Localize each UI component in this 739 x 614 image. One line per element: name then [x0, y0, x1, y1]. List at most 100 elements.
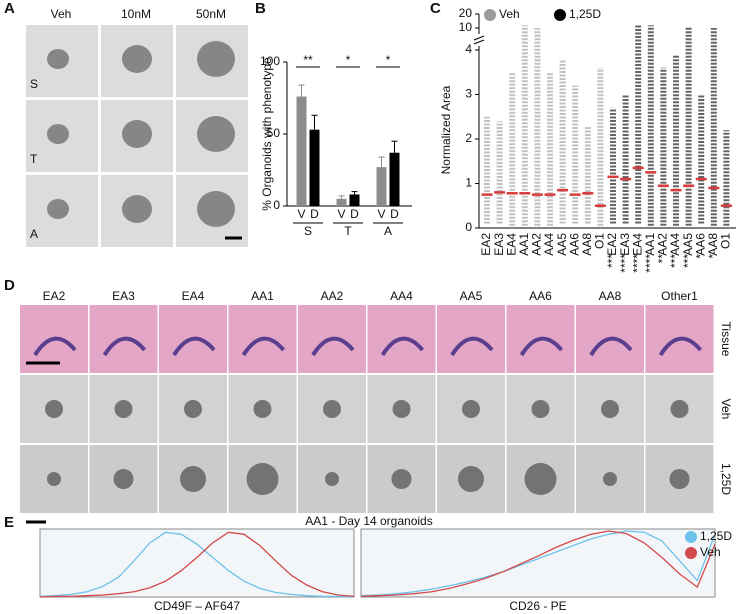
x-axis-label: CD26 - PE [509, 599, 566, 613]
tissue-lumen [450, 336, 494, 357]
y-tick-label: 4 [465, 42, 472, 56]
y-tick-label: 2 [465, 131, 472, 145]
organoid [122, 120, 152, 148]
tissue-lumen [380, 336, 425, 357]
series-label: V [297, 207, 305, 221]
y-tick-label: 100 [260, 54, 280, 68]
y-tick-label: 3 [465, 87, 472, 101]
y-tick-upper-label: 20 [459, 6, 473, 20]
significance-label: **** [618, 254, 632, 273]
row-label: S [30, 77, 38, 91]
legend-label: 1,25D [569, 7, 601, 21]
x-tick-label: S [304, 224, 312, 238]
x-tick-label: AA4 [542, 233, 556, 256]
organoid [122, 195, 152, 223]
panel-label: B [255, 0, 266, 17]
row-label: Veh [719, 399, 733, 420]
y-tick-label: 1 [465, 176, 472, 190]
organoid [47, 199, 69, 219]
bar [336, 198, 347, 206]
chart-title: AA1 - Day 14 organoids [305, 514, 432, 528]
significance-label: * [706, 254, 720, 259]
column-label: AA5 [460, 289, 483, 303]
significance-label: * [346, 53, 351, 67]
tissue-lumen [519, 336, 564, 357]
organoid [45, 400, 63, 418]
column-label: EA2 [43, 289, 66, 303]
series-label: D [350, 207, 359, 221]
x-tick-label: EA2 [605, 233, 619, 256]
column-label: EA3 [112, 289, 135, 303]
significance-label: * [693, 254, 707, 259]
x-tick-label: AA1 [643, 233, 657, 256]
significance-label: ** [656, 254, 670, 264]
organoid [47, 49, 69, 69]
legend-label: 1,25D [700, 529, 732, 543]
y-tick-label: 0 [273, 198, 280, 212]
organoid [122, 45, 152, 73]
tissue-lumen [311, 336, 355, 357]
series-label: V [337, 207, 345, 221]
organoid [669, 469, 690, 489]
row-label: T [30, 152, 38, 166]
column-label: AA8 [599, 289, 622, 303]
x-tick-label: AA5 [681, 233, 695, 256]
column-label: Veh [51, 7, 72, 21]
bar [349, 194, 360, 206]
legend-marker [685, 547, 697, 559]
x-tick-label: A [384, 224, 392, 238]
x-tick-label: AA8 [580, 233, 594, 256]
x-tick-label: AA1 [517, 233, 531, 256]
organoid [184, 400, 202, 418]
column-label: Other1 [661, 289, 698, 303]
histogram-curve [360, 530, 716, 597]
organoid [47, 472, 61, 486]
column-label: 10nM [121, 7, 151, 21]
organoid [197, 41, 235, 77]
organoid [113, 469, 134, 489]
organoid [391, 469, 412, 489]
bar [389, 152, 400, 206]
organoid [323, 400, 341, 418]
legend-label: Veh [499, 7, 520, 21]
significance-label: *** [681, 254, 695, 268]
x-tick-label: EA4 [504, 233, 518, 256]
column-label: AA2 [321, 289, 344, 303]
significance-label: **** [630, 254, 644, 273]
x-tick-label: EA2 [479, 233, 493, 256]
x-tick-label: AA2 [530, 233, 544, 256]
panel-label: A [4, 0, 15, 17]
plot-frame [39, 528, 355, 598]
plot-frame [360, 528, 716, 598]
series-label: D [390, 207, 399, 221]
organoid [246, 463, 279, 495]
organoid [458, 466, 484, 492]
column-label: AA6 [529, 289, 552, 303]
y-tick-label: 50 [267, 126, 281, 140]
x-tick-label: AA2 [656, 233, 670, 256]
x-tick-label: EA3 [492, 233, 506, 256]
series-label: V [377, 207, 385, 221]
legend-marker [685, 531, 697, 543]
legend-label: Veh [700, 545, 721, 559]
organoid [601, 400, 619, 418]
y-axis-label: % Organoids with phenotype [260, 57, 274, 211]
histogram-curve [39, 531, 355, 598]
tissue-lumen [102, 336, 147, 357]
y-tick-upper-label: 10 [459, 20, 473, 34]
x-tick-label: O1 [593, 233, 607, 249]
organoid [670, 400, 689, 418]
panel-label: C [430, 0, 441, 17]
column-label: 50nM [196, 7, 226, 21]
y-tick-label: 0 [465, 220, 472, 234]
row-label: A [30, 227, 38, 241]
x-tick-label: AA6 [567, 233, 581, 256]
x-tick-label: AA4 [668, 233, 682, 256]
tissue-lumen [241, 336, 286, 357]
column-label: EA4 [182, 289, 205, 303]
tissue-lumen [172, 336, 216, 357]
organoid [325, 472, 339, 486]
significance-label: *** [605, 254, 619, 268]
column-label: AA1 [251, 289, 274, 303]
